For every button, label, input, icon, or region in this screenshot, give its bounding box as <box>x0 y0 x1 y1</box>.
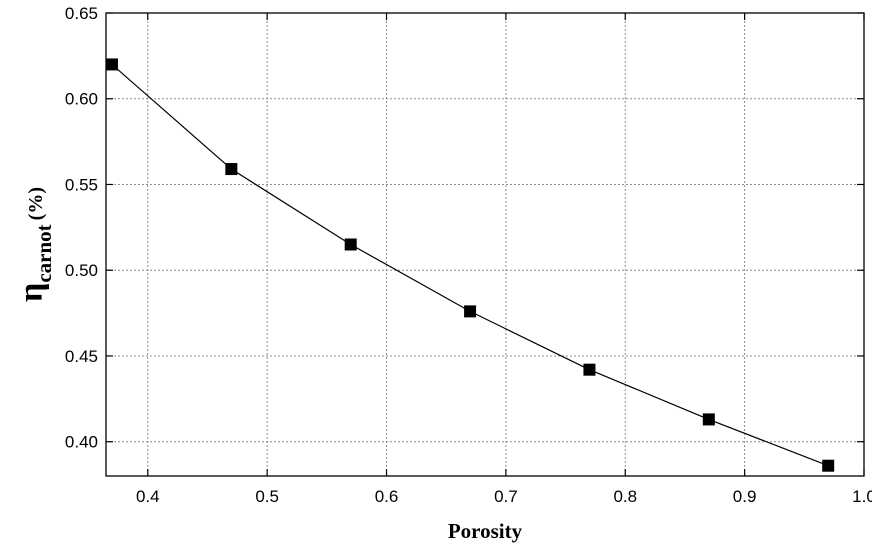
data-point <box>464 305 477 318</box>
series-line <box>111 63 829 467</box>
x-tick-label: 0.5 <box>255 487 279 506</box>
y-tick-labels: 0.40 0.45 0.50 0.55 0.60 0.65 <box>65 4 98 452</box>
x-tick-label: 0.8 <box>613 487 637 506</box>
svg-text:ηcarnot(%): ηcarnot (%) <box>13 187 56 302</box>
y-axis-label-symbol: η <box>13 283 50 302</box>
x-tick-label: 0.4 <box>136 487 160 506</box>
x-tick-label: 0.6 <box>375 487 399 506</box>
data-point <box>702 413 715 426</box>
data-point <box>225 163 238 176</box>
series-group <box>105 58 835 472</box>
data-point <box>822 459 835 472</box>
y-axis-label-subscript: carnot <box>32 224 56 282</box>
x-tick-label: 1.0 <box>852 487 872 506</box>
x-tick-label: 0.9 <box>733 487 757 506</box>
plot-frame <box>105 12 865 477</box>
y-tick-label: 0.40 <box>65 433 98 452</box>
axis-ticks <box>106 12 865 476</box>
grid-lines <box>106 12 865 476</box>
x-tick-label: 0.7 <box>494 487 518 506</box>
x-axis-label: Porosity <box>448 519 523 543</box>
data-point <box>344 238 357 251</box>
y-tick-label: 0.60 <box>65 90 98 109</box>
x-tick-labels: 0.4 0.5 0.6 0.7 0.8 0.9 1.0 <box>136 487 872 506</box>
y-tick-label: 0.55 <box>65 175 98 194</box>
y-tick-label: 0.50 <box>65 261 98 280</box>
y-axis-label-unit: (%) <box>25 187 47 220</box>
y-tick-label: 0.45 <box>65 347 98 366</box>
y-axis-label: ηcarnot (%) <box>13 187 56 302</box>
data-point <box>583 363 596 376</box>
data-point <box>105 58 118 71</box>
y-tick-label: 0.65 <box>65 4 98 23</box>
